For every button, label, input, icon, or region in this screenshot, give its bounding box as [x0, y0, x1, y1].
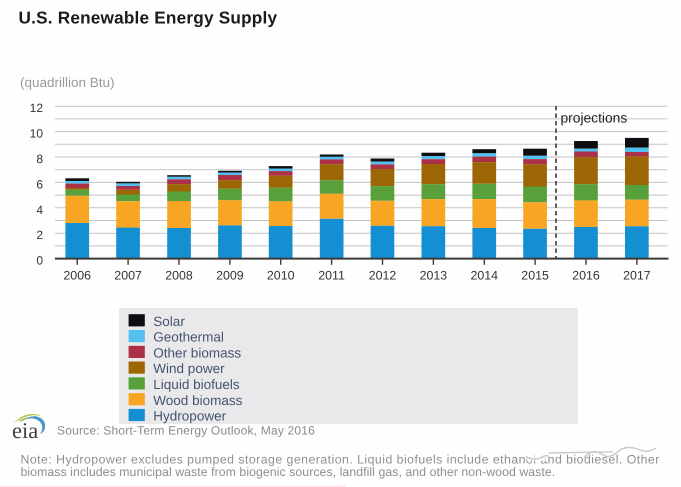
svg-text:2008: 2008 [165, 269, 193, 283]
svg-text:2012: 2012 [369, 269, 397, 283]
svg-text:2017: 2017 [623, 269, 651, 283]
svg-text:6: 6 [36, 177, 43, 191]
svg-text:Other biomass: Other biomass [153, 346, 241, 361]
svg-text:2: 2 [36, 228, 43, 242]
svg-text:2014: 2014 [471, 269, 499, 283]
svg-text:2010: 2010 [267, 269, 295, 283]
svg-text:4: 4 [36, 203, 43, 217]
svg-text:2009: 2009 [216, 269, 244, 283]
svg-text:Note: Hydropower excludes pump: Note: Hydropower excludes pumped storage… [21, 452, 660, 466]
svg-text:Geothermal: Geothermal [153, 330, 224, 345]
svg-text:2016: 2016 [572, 269, 600, 283]
svg-text:2006: 2006 [63, 269, 91, 283]
svg-text:8: 8 [36, 152, 43, 166]
svg-text:U.S. Renewable Energy Supply: U.S. Renewable Energy Supply [19, 8, 278, 28]
svg-text:Wood biomass: Wood biomass [153, 393, 242, 408]
svg-text:(quadrillion Btu): (quadrillion Btu) [20, 75, 115, 90]
svg-text:10: 10 [30, 127, 44, 141]
svg-text:2013: 2013 [420, 269, 448, 283]
svg-text:2007: 2007 [114, 269, 142, 283]
svg-text:Wind power: Wind power [153, 361, 225, 376]
svg-text:2011: 2011 [318, 269, 345, 283]
svg-text:Solar: Solar [153, 314, 185, 329]
svg-text:2015: 2015 [521, 269, 549, 283]
svg-text:Source: Short-Term Energy Outl: Source: Short-Term Energy Outlook, May 2… [57, 424, 315, 438]
svg-text:0: 0 [36, 254, 43, 268]
svg-text:12: 12 [30, 101, 44, 115]
svg-text:projections: projections [561, 110, 628, 125]
svg-text:eia: eia [12, 418, 38, 443]
svg-text:Liquid biofuels: Liquid biofuels [153, 377, 240, 392]
svg-text:Hydropower: Hydropower [153, 409, 226, 424]
svg-text:biomass includes municipal was: biomass includes municipal waste from bi… [21, 465, 556, 479]
